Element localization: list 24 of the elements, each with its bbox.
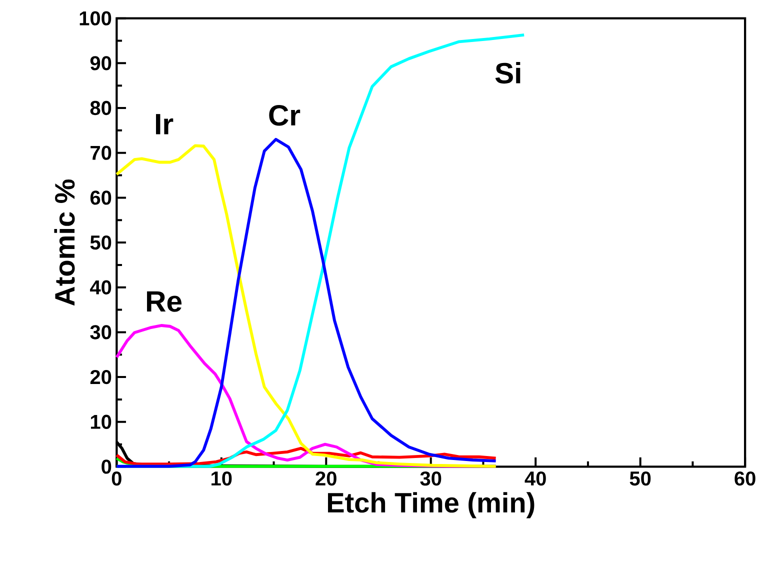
x-axis-title: Etch Time (min) (328, 492, 534, 518)
x-tick-label: 50 (630, 471, 651, 486)
y-tick-label: 20 (90, 370, 112, 384)
x-tick-label: 30 (420, 471, 442, 486)
y-tick-label: 70 (90, 146, 112, 160)
y-tick-label: 60 (90, 190, 112, 205)
series-label: Re (147, 291, 182, 312)
y-tick-label: 40 (90, 280, 112, 294)
x-tick-label: 10 (212, 471, 232, 486)
y-tick-label: 30 (90, 325, 112, 340)
y-axis-title: Atomic % (54, 180, 75, 306)
y-tick-label: 50 (90, 235, 112, 250)
y-tick-label: 90 (90, 56, 112, 70)
y-tick-label: 10 (90, 414, 112, 429)
series-label: Si (495, 62, 520, 84)
x-tick-label: 40 (524, 471, 546, 486)
series-label: Ir (156, 114, 174, 134)
x-tick-label: 60 (734, 471, 756, 486)
series-label: Cr (269, 104, 300, 126)
x-tick-label: 0 (112, 471, 122, 486)
y-tick-label: 0 (102, 460, 112, 474)
x-tick-label: 20 (316, 471, 336, 486)
y-tick-label: 100 (80, 11, 112, 26)
y-tick-label: 80 (90, 100, 112, 116)
